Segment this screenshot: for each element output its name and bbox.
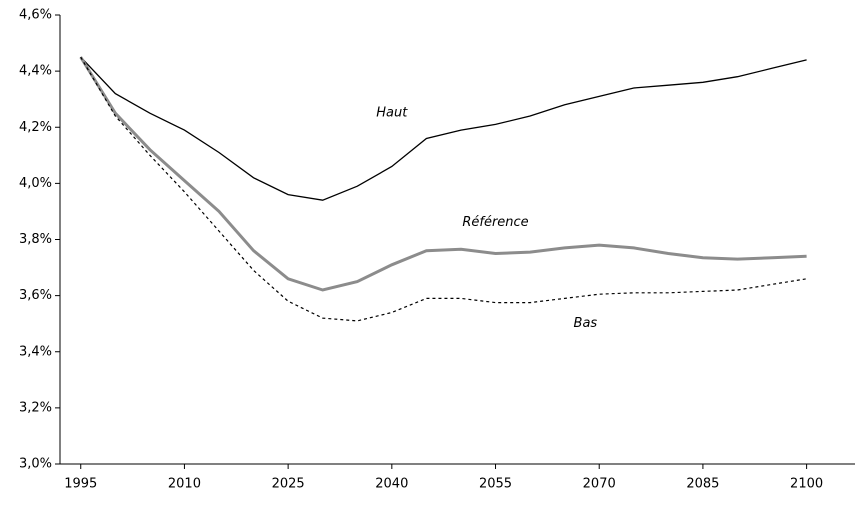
series-line bbox=[80, 56, 807, 322]
y-tick-label: 3,2% bbox=[19, 400, 52, 415]
y-tick-label: 4,0% bbox=[19, 176, 52, 191]
y-tick-label: 3,4% bbox=[19, 344, 52, 359]
y-tick-label: 4,2% bbox=[19, 120, 52, 135]
y-tick-label: 3,0% bbox=[19, 457, 52, 472]
y-tick-label: 4,4% bbox=[19, 64, 52, 79]
y-tick-label: 4,6% bbox=[19, 8, 52, 23]
x-tick-label: 2010 bbox=[168, 477, 201, 492]
x-tick-label: 2070 bbox=[583, 477, 616, 492]
x-tick-label: 2025 bbox=[272, 477, 305, 492]
x-tick-label: 2055 bbox=[479, 477, 512, 492]
x-tick-label: 2085 bbox=[686, 477, 719, 492]
x-tick-label: 2100 bbox=[790, 477, 823, 492]
x-tick-label: 2040 bbox=[375, 477, 408, 492]
series-line bbox=[79, 56, 807, 292]
x-tick-label: 1995 bbox=[64, 477, 97, 492]
y-tick-label: 3,8% bbox=[19, 232, 52, 247]
series-label: Référence bbox=[462, 215, 528, 230]
series-label: Bas bbox=[574, 316, 598, 331]
y-tick-label: 3,6% bbox=[19, 288, 52, 303]
series-line bbox=[80, 56, 807, 201]
series-label: Haut bbox=[376, 106, 408, 121]
